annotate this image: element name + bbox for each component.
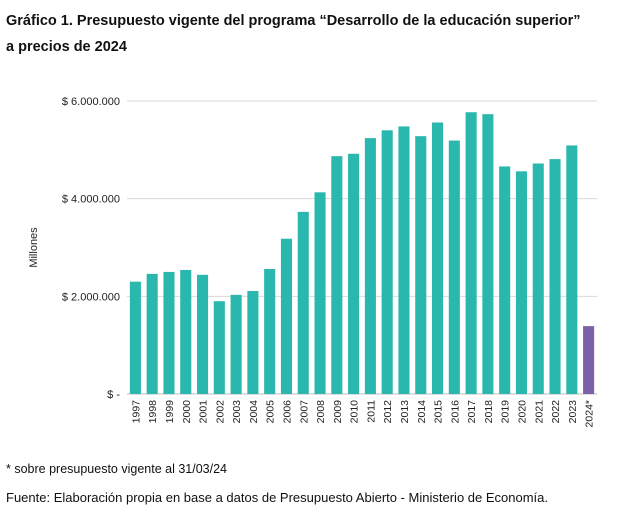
y-axis-title: Millones bbox=[28, 227, 40, 268]
bar-2017 bbox=[465, 112, 477, 395]
bar-2024 bbox=[583, 326, 595, 394]
x-tick-label: 2015 bbox=[433, 400, 445, 424]
footnote: * sobre presupuesto vigente al 31/03/24 bbox=[6, 462, 227, 476]
x-tick-label: 1998 bbox=[147, 400, 159, 424]
bar-2015 bbox=[431, 122, 444, 394]
x-tick-label: 2009 bbox=[332, 400, 344, 424]
bar-2002 bbox=[213, 301, 225, 394]
x-tick-label: 2024* bbox=[584, 400, 596, 427]
bar-2007 bbox=[297, 211, 309, 394]
bar-2016 bbox=[448, 140, 460, 394]
bar-2014 bbox=[415, 136, 427, 394]
x-tick-label: 2000 bbox=[181, 400, 193, 424]
x-tick-label: 2023 bbox=[567, 400, 579, 424]
x-tick-label: 2019 bbox=[500, 400, 512, 424]
x-tick-label: 2017 bbox=[466, 400, 478, 424]
bar-1999 bbox=[163, 271, 175, 394]
y-tick-label: $ 4.000.000 bbox=[62, 194, 120, 206]
bar-2000 bbox=[180, 269, 192, 394]
x-tick-label: 2012 bbox=[382, 400, 394, 424]
bar-1998 bbox=[146, 273, 158, 394]
x-tick-label: 1999 bbox=[164, 400, 176, 424]
bar-2004 bbox=[247, 290, 259, 394]
bar-chart: $ - $ 2.000.000 $ 4.000.000 $ 6.000.000 Mill… bbox=[28, 96, 597, 427]
bar-2006 bbox=[280, 238, 293, 394]
x-tick-label: 2011 bbox=[365, 400, 377, 423]
x-tick-label: 2004 bbox=[248, 400, 260, 424]
bar-2023 bbox=[566, 145, 578, 394]
title-line-2: a precios de 2024 bbox=[6, 39, 127, 55]
x-tick-label: 2014 bbox=[416, 400, 428, 424]
bar-2001 bbox=[196, 274, 209, 394]
x-tick-label: 2022 bbox=[550, 400, 562, 424]
x-tick-label: 2002 bbox=[214, 400, 226, 424]
y-tick-label: $ - bbox=[107, 389, 120, 401]
bar-2012 bbox=[381, 130, 393, 395]
bar-2010 bbox=[348, 153, 360, 394]
bar-2019 bbox=[499, 166, 511, 394]
y-tick-label: $ 6.000.000 bbox=[62, 96, 120, 108]
x-tick-label: 2010 bbox=[349, 400, 361, 424]
x-tick-label: 2020 bbox=[516, 400, 528, 424]
x-tick-label: 1997 bbox=[130, 400, 142, 424]
bar-2008 bbox=[314, 192, 326, 394]
x-tick-label: 2001 bbox=[198, 400, 210, 424]
chart-title: Gráfico 1. Presupuesto vigente del progr… bbox=[6, 8, 616, 60]
x-tick-label: 2003 bbox=[231, 400, 243, 424]
x-tick-label: 2016 bbox=[449, 400, 461, 424]
bar-2003 bbox=[230, 294, 242, 394]
x-tick-label: 2018 bbox=[483, 400, 495, 424]
bar-2020 bbox=[515, 171, 528, 394]
bar-2022 bbox=[549, 159, 561, 394]
bar-2009 bbox=[331, 156, 343, 394]
x-tick-label: 2007 bbox=[298, 400, 310, 424]
x-tick-label: 2013 bbox=[399, 400, 411, 424]
source-note: Fuente: Elaboración propia en base a dat… bbox=[6, 490, 548, 505]
title-line-1: Gráfico 1. Presupuesto vigente del progr… bbox=[6, 13, 581, 29]
x-tick-label: 2021 bbox=[533, 400, 545, 424]
bar-2021 bbox=[532, 163, 544, 394]
bar-2013 bbox=[398, 126, 410, 394]
x-tick-label: 2008 bbox=[315, 400, 327, 424]
bar-2011 bbox=[364, 138, 376, 394]
bar-1997 bbox=[129, 281, 141, 394]
y-tick-label: $ 2.000.000 bbox=[62, 291, 120, 303]
bar-2005 bbox=[264, 268, 276, 394]
bar-2018 bbox=[482, 114, 494, 394]
x-tick-label: 2006 bbox=[281, 400, 293, 424]
x-tick-label: 2005 bbox=[265, 400, 277, 424]
